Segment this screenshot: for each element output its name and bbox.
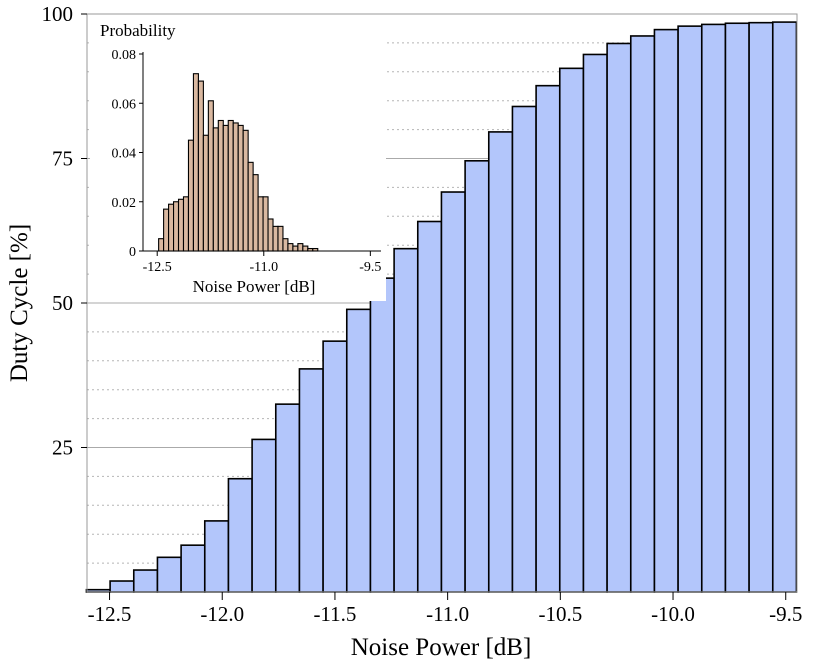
- duty-cycle-bar: [748, 21, 774, 593]
- duty-cycle-bar: [251, 438, 277, 593]
- main-y-ticks: 25 50 75 100: [42, 2, 87, 460]
- duty-cycle-bar: [724, 22, 750, 593]
- duty-cycle-bar: [629, 35, 656, 593]
- main-x-axis-label: Noise Power [dB]: [351, 634, 532, 661]
- duty-cycle-bar: [535, 84, 561, 593]
- probability-bar: [232, 122, 239, 252]
- probability-bar: [257, 196, 264, 252]
- duty-cycle-bar: [677, 25, 703, 593]
- probability-bar: [282, 238, 289, 252]
- inset-y-tick-label: 0.02: [112, 196, 137, 211]
- probability-bar: [247, 161, 254, 252]
- duty-cycle-bar: [440, 191, 466, 593]
- duty-cycle-bar: [606, 42, 632, 593]
- probability-bar: [187, 139, 194, 252]
- probability-bar: [202, 134, 209, 252]
- duty-cycle-bar: [464, 160, 490, 593]
- inset-y-tick-label: 0.04: [112, 147, 137, 162]
- x-tick-label: -11.0: [426, 602, 469, 626]
- duty-cycle-bar: [700, 23, 727, 593]
- inset-x-tick-label: -9.5: [359, 260, 381, 275]
- probability-bar: [182, 196, 190, 252]
- probability-bar: [287, 243, 294, 252]
- probability-bar: [227, 119, 234, 252]
- duty-cycle-bar: [180, 544, 206, 593]
- inset-x-tick-label: -12.5: [143, 260, 172, 275]
- probability-bar: [212, 127, 219, 252]
- y-tick-label: 25: [52, 436, 73, 460]
- duty-cycle-bar: [298, 368, 324, 593]
- x-tick-label: -10.0: [651, 602, 695, 626]
- y-tick-label: 100: [42, 2, 74, 26]
- probability-bar: [222, 124, 229, 252]
- duty-cycle-bar: [274, 403, 301, 593]
- probability-bar: [168, 203, 175, 252]
- probability-bar: [302, 245, 309, 252]
- duty-cycle-bar: [227, 477, 253, 593]
- x-tick-label: -9.5: [769, 602, 802, 626]
- duty-cycle-bar: [653, 28, 679, 593]
- duty-cycle-bar: [416, 220, 443, 593]
- duty-cycle-bar: [511, 105, 537, 593]
- duty-cycle-bar: [132, 569, 159, 593]
- x-tick-label: -11.5: [313, 602, 356, 626]
- x-tick-label: -12.0: [200, 602, 244, 626]
- probability-bar: [158, 238, 165, 252]
- probability-bar: [297, 243, 304, 252]
- duty-cycle-bar: [322, 340, 348, 593]
- duty-cycle-bar: [156, 556, 182, 593]
- duty-cycle-bar: [203, 520, 230, 593]
- duty-cycle-bar: [369, 277, 395, 593]
- inset-y-tick-label: 0.08: [112, 48, 137, 63]
- probability-bar: [277, 225, 284, 252]
- probability-bar: [177, 198, 185, 252]
- y-tick-label: 75: [52, 147, 73, 171]
- probability-bar: [292, 245, 299, 252]
- probability-bar: [262, 196, 269, 252]
- y-tick-label: 50: [52, 291, 73, 315]
- probability-bar: [252, 174, 259, 252]
- main-y-axis-label: Duty Cycle [%]: [6, 224, 33, 382]
- main-x-ticks: -12.5 -12.0 -11.5 -11.0 -10.5 -10.0 -9.5: [88, 592, 802, 626]
- duty-cycle-bar: [345, 308, 372, 593]
- inset-y-tick-label: 0: [129, 245, 136, 260]
- inset-histogram: -12.5 -11.0 -9.5 0 0.02 0.04 0.06 0.08 Probabi…: [90, 16, 386, 301]
- probability-bar: [163, 208, 170, 252]
- main-bars: [85, 21, 798, 593]
- x-tick-label: -10.5: [538, 602, 582, 626]
- probability-bar: [207, 100, 214, 252]
- x-tick-label: -12.5: [88, 602, 132, 626]
- inset-axes: [142, 52, 381, 252]
- inset-x-axis-label: Noise Power [dB]: [193, 277, 316, 296]
- duty-cycle-bar: [582, 53, 608, 593]
- inset-x-ticks: -12.5 -11.0 -9.5: [143, 251, 381, 275]
- probability-bar: [267, 218, 274, 252]
- probability-bar: [237, 124, 244, 252]
- duty-cycle-bar: [393, 247, 419, 593]
- inset-x-tick-label: -11.0: [249, 260, 278, 275]
- probability-bar: [217, 119, 224, 252]
- duty-cycle-bar: [558, 67, 585, 593]
- inset-y-tick-label: 0.06: [112, 97, 137, 112]
- probability-bar: [242, 129, 249, 252]
- duty-cycle-bar: [109, 580, 135, 593]
- probability-bar: [272, 225, 279, 252]
- inset-title: Probability: [100, 21, 176, 40]
- probability-bar: [192, 73, 199, 252]
- duty-cycle-bar: [487, 131, 514, 593]
- probability-bar: [197, 80, 204, 252]
- duty-cycle-bar: [771, 21, 798, 593]
- inset-y-ticks: 0 0.02 0.04 0.06 0.08: [112, 48, 143, 260]
- probability-bar: [172, 201, 180, 252]
